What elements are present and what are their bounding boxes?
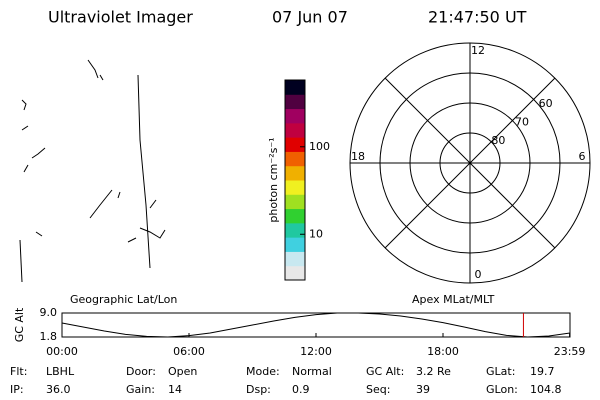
colorbar-segment bbox=[285, 251, 305, 267]
x-tick-label: 06:00 bbox=[173, 345, 205, 358]
coastlines bbox=[19, 59, 166, 283]
spoke bbox=[384, 77, 556, 249]
colorbar-frame bbox=[284, 79, 306, 281]
lat-label: 70 bbox=[515, 115, 529, 128]
info-key: Door: bbox=[126, 365, 156, 378]
info-value: Normal bbox=[292, 365, 332, 378]
date: 07 Jun 07 bbox=[272, 8, 348, 27]
colorbar-segment bbox=[285, 265, 305, 281]
alt-left-label: Geographic Lat/Lon bbox=[70, 293, 177, 306]
info-key: GLon: bbox=[486, 383, 518, 396]
info-key: Gain: bbox=[126, 383, 155, 396]
mlt-label: 12 bbox=[471, 44, 485, 57]
info-value: 104.8 bbox=[530, 383, 562, 396]
title: Ultraviolet Imager bbox=[48, 8, 193, 27]
alt-ylabel: GC Alt bbox=[13, 307, 26, 342]
colorbar-tick-label: 10 bbox=[309, 227, 323, 240]
info-value: 3.2 Re bbox=[416, 365, 451, 378]
colorbar-segment bbox=[285, 237, 305, 252]
colorbar-label: photon cm⁻²s⁻¹ bbox=[267, 137, 280, 222]
colorbar-segment bbox=[285, 194, 305, 210]
mlt-label: 6 bbox=[579, 150, 586, 163]
colorbar-segment bbox=[285, 208, 305, 224]
y-tick-label: 9.0 bbox=[40, 306, 58, 319]
colorbar-segment bbox=[285, 151, 305, 167]
x-tick-label: 23:59 bbox=[554, 345, 586, 358]
info-value: Open bbox=[168, 365, 197, 378]
colorbar-segment bbox=[285, 80, 305, 95]
time: 21:47:50 UT bbox=[428, 8, 527, 27]
x-tick-label: 00:00 bbox=[46, 345, 78, 358]
info-value: 39 bbox=[416, 383, 430, 396]
colorbar-segment bbox=[285, 108, 305, 124]
mlt-label: 18 bbox=[351, 150, 365, 163]
info-value: LBHL bbox=[46, 365, 75, 378]
x-tick-label: 12:00 bbox=[300, 345, 332, 358]
colorbar-tick-label: 100 bbox=[309, 140, 330, 153]
info-key: Seq: bbox=[366, 383, 390, 396]
info-key: GC Alt: bbox=[366, 365, 404, 378]
colorbar-segment bbox=[285, 94, 305, 110]
alt-right-label: Apex MLat/MLT bbox=[412, 293, 495, 306]
x-tick-label: 18:00 bbox=[427, 345, 459, 358]
info-key: GLat: bbox=[486, 365, 515, 378]
colorbar-segment bbox=[285, 180, 305, 195]
colorbar-segment bbox=[285, 122, 305, 138]
mlt-label: 0 bbox=[475, 268, 482, 281]
info-value: 0.9 bbox=[292, 383, 310, 396]
info-key: IP: bbox=[10, 383, 24, 396]
y-tick-label: 1.8 bbox=[40, 330, 58, 343]
info-value: 36.0 bbox=[46, 383, 71, 396]
lat-label: 80 bbox=[491, 134, 505, 147]
colorbar-segment bbox=[285, 137, 305, 152]
colorbar-segment bbox=[285, 222, 305, 238]
info-key: Dsp: bbox=[246, 383, 271, 396]
colorbar-segment bbox=[285, 165, 305, 181]
info-key: Flt: bbox=[10, 365, 27, 378]
altitude-line bbox=[61, 312, 571, 338]
info-value: 19.7 bbox=[530, 365, 555, 378]
info-key: Mode: bbox=[246, 365, 280, 378]
info-value: 14 bbox=[168, 383, 182, 396]
lat-label: 60 bbox=[539, 97, 553, 110]
